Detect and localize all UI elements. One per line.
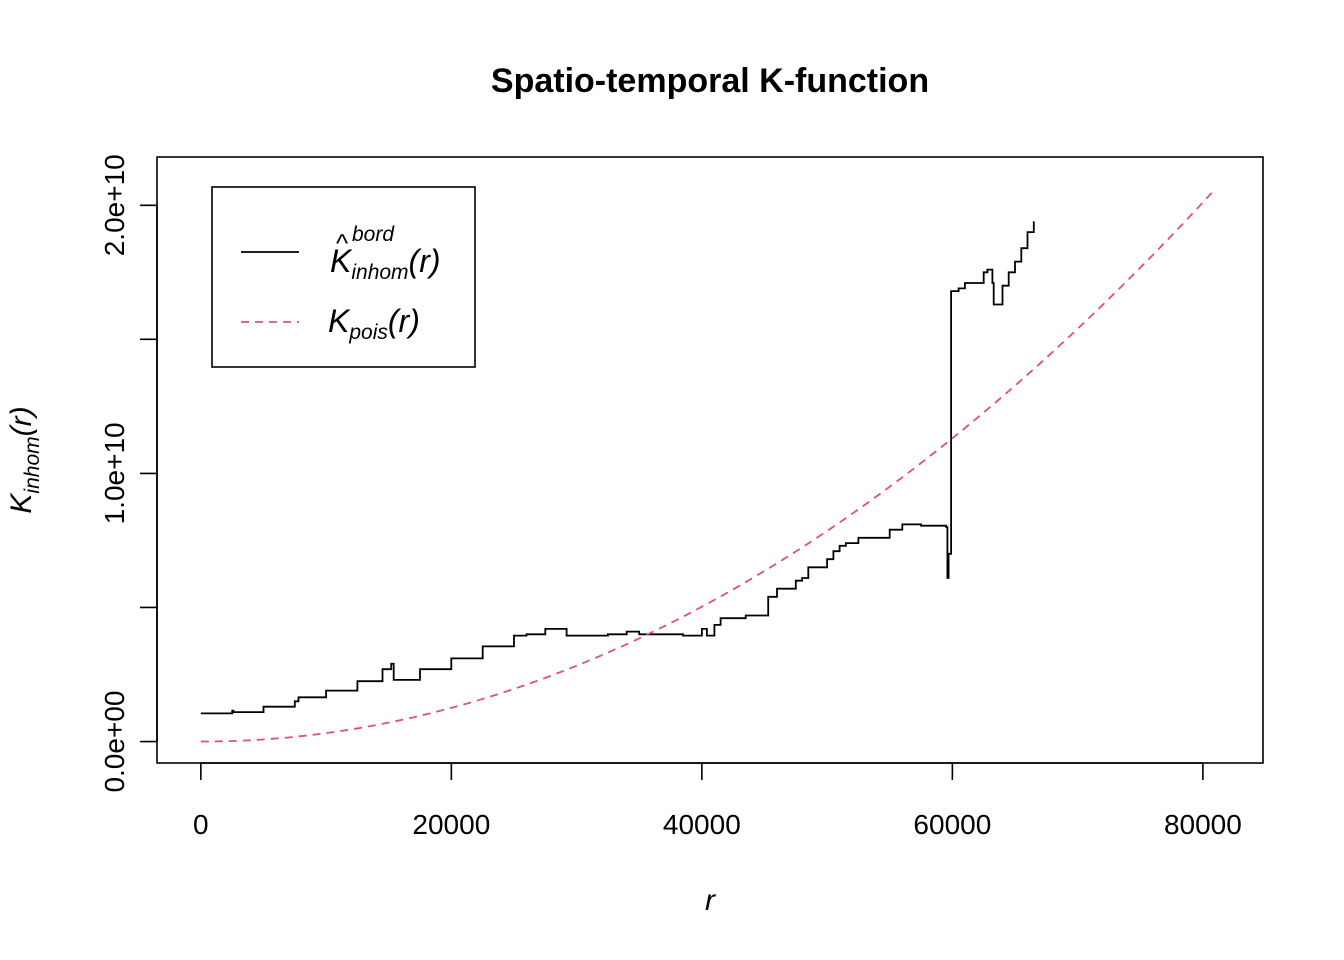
legend-label-k-bord: Kinhom(r) (330, 243, 441, 284)
legend-k-bord-hat: ^ (336, 228, 349, 258)
legend-k-pois-base: K (328, 303, 351, 339)
y-tick-label: 0.0e+00 (99, 691, 130, 793)
x-tick-label: 40000 (663, 809, 741, 840)
legend-label-k-pois: Kpois(r) (328, 303, 420, 344)
x-axis-label: r (705, 884, 716, 917)
legend-k-pois-arg: (r) (388, 303, 420, 339)
x-tick-label: 80000 (1164, 809, 1242, 840)
chart-title: Spatio-temporal K-function (491, 62, 929, 100)
x-tick-label: 0 (193, 809, 209, 840)
y-axis-label-base: K (5, 492, 38, 514)
legend-k-bord-subscript: inhom (351, 261, 408, 284)
x-tick-label: 20000 (412, 809, 490, 840)
series-lines (200, 188, 1217, 743)
legend-k-bord-base: K (330, 243, 353, 279)
y-tick-label: 1.0e+10 (99, 422, 130, 524)
x-axis: 0 20000 40000 60000 80000 (193, 762, 1242, 840)
y-axis-label-subscript: inhom (21, 436, 44, 493)
y-axis-label-arg: (r) (5, 406, 38, 436)
legend-box (211, 186, 476, 368)
series-line-k-pois (200, 188, 1217, 743)
y-axis-label: Kinhom(r) (5, 406, 44, 513)
legend-k-pois-subscript: pois (348, 321, 388, 344)
y-tick-label: 2.0e+10 (99, 154, 130, 256)
y-axis: 0.0e+00 1.0e+10 2.0e+10 (99, 154, 158, 793)
legend-k-bord-superscript: bord (352, 223, 395, 246)
legend-k-bord-arg: (r) (409, 243, 441, 279)
x-tick-label: 60000 (913, 809, 991, 840)
legend: Kinhom(r) ^ bord Kpois(r) (211, 186, 476, 368)
series-line-k-bord (200, 221, 1035, 715)
